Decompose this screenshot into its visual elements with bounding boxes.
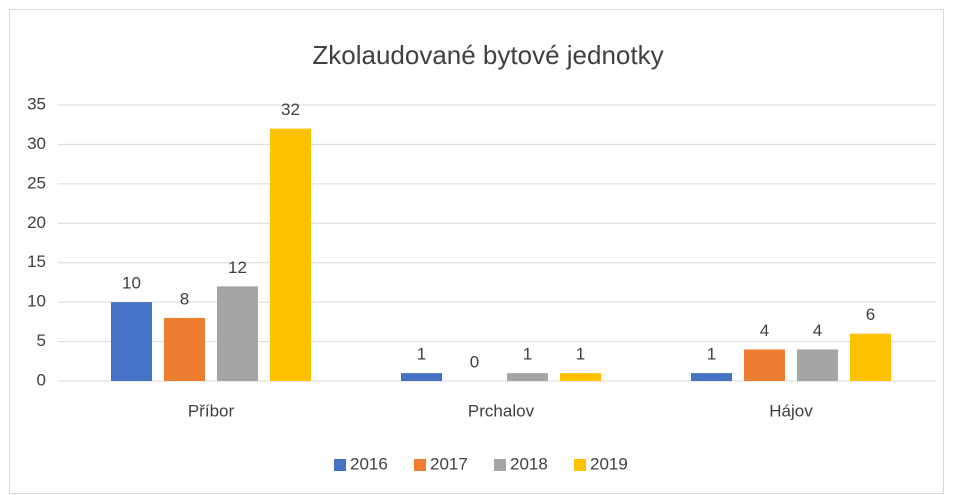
data-label: 0: [470, 352, 479, 371]
bar: [270, 128, 311, 381]
legend-label: 2016: [350, 454, 388, 473]
chart-title: Zkolaudované bytové jednotky: [312, 40, 663, 70]
y-tick-label: 5: [37, 331, 46, 350]
bar: [217, 286, 258, 381]
bar: [111, 302, 152, 381]
y-tick-label: 10: [27, 292, 46, 311]
legend-swatch: [334, 459, 346, 471]
y-tick-label: 35: [27, 94, 46, 113]
y-tick-label: 0: [37, 370, 46, 389]
bar: [744, 349, 785, 381]
data-label: 8: [180, 289, 189, 308]
legend-swatch: [494, 459, 506, 471]
bar: [797, 349, 838, 381]
chart-border: [9, 9, 944, 494]
bar: [560, 373, 601, 381]
bar: [164, 317, 205, 381]
x-tick-label: Hájov: [769, 401, 813, 420]
bar: [691, 373, 732, 381]
data-label: 12: [228, 258, 247, 277]
x-tick-label: Prchalov: [468, 401, 535, 420]
legend-swatch: [414, 459, 426, 471]
bar: [850, 333, 891, 381]
legend-label: 2018: [510, 454, 548, 473]
x-tick-label: Příbor: [188, 401, 235, 420]
y-tick-label: 25: [27, 173, 46, 192]
data-label: 1: [523, 345, 532, 364]
y-tick-label: 30: [27, 134, 46, 153]
data-label: 4: [760, 321, 769, 340]
y-tick-label: 15: [27, 252, 46, 271]
data-label: 10: [122, 274, 141, 293]
legend-label: 2017: [430, 454, 468, 473]
legend-swatch: [574, 459, 586, 471]
data-label: 4: [813, 321, 822, 340]
legend-label: 2019: [590, 454, 628, 473]
data-label: 1: [707, 345, 716, 364]
bar: [507, 373, 548, 381]
y-tick-label: 20: [27, 213, 46, 232]
data-label: 1: [417, 345, 426, 364]
bar: [401, 373, 442, 381]
data-label: 1: [576, 345, 585, 364]
data-label: 6: [866, 305, 875, 324]
data-label: 32: [281, 100, 300, 119]
